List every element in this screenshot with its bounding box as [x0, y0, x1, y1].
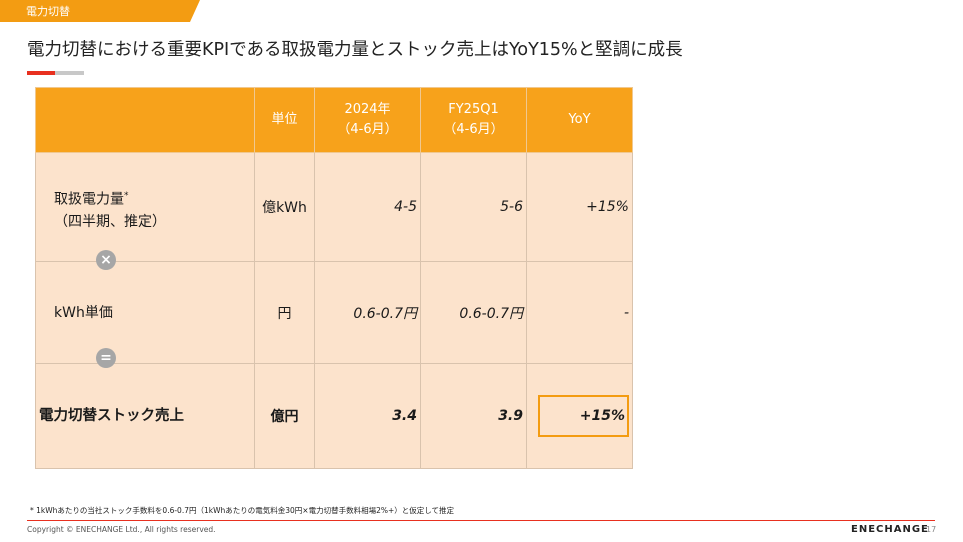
section-tab [0, 0, 200, 22]
row-yoy-unit-price: - [526, 261, 633, 364]
header-period2-cell: FY25Q1 （4-6月） [420, 87, 527, 153]
row-period2-stock-revenue: 3.9 [420, 363, 527, 469]
header-unit-cell: 単位 [254, 87, 315, 153]
row-period1-stock-revenue: 3.4 [314, 363, 421, 469]
table-header-row: 単位 2024年 （4-6月） FY25Q1 （4-6月） YoY [35, 87, 633, 153]
row-label-volume-main: 取扱電力量 [54, 191, 124, 208]
company-logo: ENECHANGE [851, 524, 929, 535]
footnote: * 1kWhあたりの当社ストック手数料を0.6-0.7円（1kWhあたりの電気料… [30, 506, 455, 515]
kpi-table: 単位 2024年 （4-6月） FY25Q1 （4-6月） YoY 取扱電力量*… [35, 87, 633, 469]
page-number: 17 [926, 525, 937, 534]
row-period2-unit-price: 0.6-0.7円 [420, 261, 527, 364]
title-accent-red [27, 71, 55, 75]
row-unit-stock-revenue: 億円 [254, 363, 315, 469]
row-period2-volume: 5-6 [420, 152, 527, 262]
row-period1-volume: 4-5 [314, 152, 421, 262]
row-yoy-stock-revenue-cell: +15% [526, 363, 633, 469]
footer-divider [27, 520, 935, 521]
row-label-stock-revenue: 電力切替ストック売上 [35, 363, 255, 469]
header-period2-line1: FY25Q1 [448, 102, 499, 117]
section-tab-label: 電力切替 [26, 5, 70, 18]
header-label-cell [35, 87, 255, 153]
table-row: 電力切替ストック売上 億円 3.4 3.9 +15% [35, 363, 633, 469]
row-label-volume-sub: （四半期、推定） [54, 213, 166, 230]
footnote-mark: * [124, 191, 129, 202]
equals-icon: = [96, 348, 116, 368]
row-period1-unit-price: 0.6-0.7円 [314, 261, 421, 364]
header-period1-line2: （4-6月） [337, 122, 398, 137]
row-unit-volume: 億kWh [254, 152, 315, 262]
row-label-unit-price: kWh単価 [35, 261, 255, 364]
row-label-volume: 取扱電力量* （四半期、推定） [35, 152, 255, 262]
multiply-icon: × [96, 250, 116, 270]
title-accent-gray [55, 71, 84, 75]
header-period1-line1: 2024年 [344, 102, 391, 117]
header-period1-cell: 2024年 （4-6月） [314, 87, 421, 153]
header-period2-line2: （4-6月） [443, 122, 504, 137]
copyright: Copyright © ENECHANGE Ltd., All rights r… [27, 525, 216, 534]
header-yoy-cell: YoY [526, 87, 633, 153]
row-yoy-stock-revenue: +15% [579, 408, 625, 424]
table-row: kWh単価 円 0.6-0.7円 0.6-0.7円 - [35, 261, 633, 364]
highlight-box: +15% [537, 395, 629, 437]
row-unit-unit-price: 円 [254, 261, 315, 364]
page-title: 電力切替における重要KPIである取扱電力量とストック売上はYoY15%と堅調に成… [27, 40, 683, 60]
table-row: 取扱電力量* （四半期、推定） 億kWh 4-5 5-6 +15% [35, 152, 633, 262]
row-yoy-volume: +15% [526, 152, 633, 262]
